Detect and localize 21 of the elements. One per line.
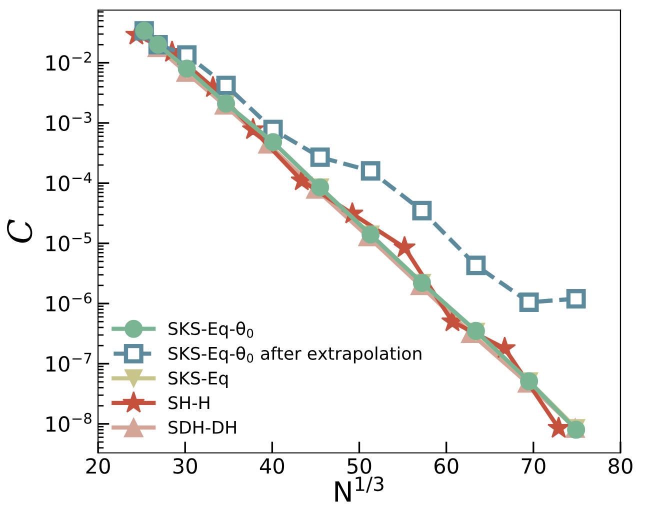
- y-tick-label: 10$^{−2}$: [46, 52, 91, 71]
- x-tick-label: 80: [608, 458, 632, 474]
- y-tick-label: 10$^{−6}$: [46, 292, 92, 312]
- legend-label: SDH-DH: [168, 420, 236, 434]
- legend-label: SKS-Eq-θ$_{0}$ after extrapolation: [168, 346, 422, 364]
- x-tick-label: 30: [173, 458, 197, 474]
- legend-label: SKS-Eq-θ$_{0}$: [168, 322, 254, 338]
- y-tick-label: 10$^{−5}$: [46, 232, 92, 252]
- x-tick-label: 60: [434, 458, 458, 474]
- legend-label: SKS-Eq: [168, 372, 228, 388]
- x-tick-label: 70: [522, 458, 546, 474]
- y-axis-title: C: [6, 219, 32, 243]
- legend-label: SH-H: [168, 396, 210, 410]
- y-tick-label: 10$^{−4}$: [46, 172, 92, 192]
- y-tick-label: 10$^{−8}$: [46, 412, 92, 432]
- x-tick-label: 50: [348, 458, 372, 474]
- x-tick-label: 20: [86, 458, 110, 474]
- y-tick-label: 10$^{−3}$: [46, 112, 92, 132]
- y-tick-label: 10$^{−7}$: [46, 352, 92, 372]
- x-axis-title: N$^{1/3}$: [335, 476, 384, 502]
- x-tick-label: 40: [260, 458, 284, 474]
